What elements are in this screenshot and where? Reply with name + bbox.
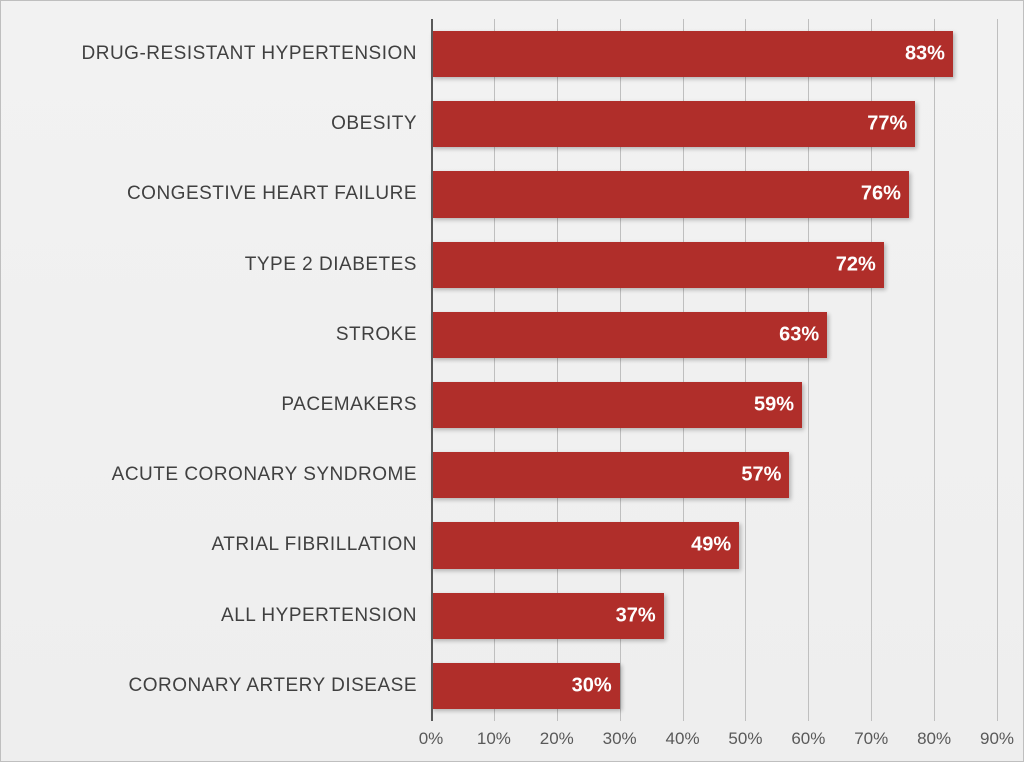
- x-tick-label: 20%: [540, 729, 574, 749]
- bar-row: ACUTE CORONARY SYNDROME57%: [431, 440, 997, 510]
- bar: 83%: [431, 31, 953, 77]
- bar: 59%: [431, 382, 802, 428]
- value-label: 77%: [867, 113, 907, 136]
- x-tick-label: 80%: [917, 729, 951, 749]
- plot-area: 0%10%20%30%40%50%60%70%80%90%DRUG-RESIST…: [431, 19, 997, 721]
- bar-row: ATRIAL FIBRILLATION49%: [431, 510, 997, 580]
- category-label: ACUTE CORONARY SYNDROME: [112, 464, 431, 486]
- category-label: DRUG-RESISTANT HYPERTENSION: [82, 43, 432, 65]
- bar: 63%: [431, 312, 827, 358]
- grid-line: [997, 19, 998, 721]
- value-label: 76%: [861, 183, 901, 206]
- x-tick-label: 70%: [854, 729, 888, 749]
- value-label: 63%: [779, 323, 819, 346]
- y-axis-line: [431, 19, 433, 721]
- bar: 76%: [431, 171, 909, 217]
- category-label: ALL HYPERTENSION: [221, 605, 431, 627]
- bar-row: ALL HYPERTENSION37%: [431, 581, 997, 651]
- chart-frame: 0% 10% 20% 30% 40% 50% 60% 70% 80% 90% DRUG-RESIST…: [0, 0, 1024, 762]
- x-tick-label: 30%: [603, 729, 637, 749]
- value-label: 37%: [616, 604, 656, 627]
- value-label: 72%: [836, 253, 876, 276]
- value-label: 30%: [572, 674, 612, 697]
- bar: 77%: [431, 101, 915, 147]
- category-label: OBESITY: [331, 113, 431, 135]
- x-tick-label: 0%: [419, 729, 444, 749]
- bar: 37%: [431, 593, 664, 639]
- bar: 72%: [431, 242, 884, 288]
- bar-row: TYPE 2 DIABETES72%: [431, 230, 997, 300]
- category-label: CONGESTIVE HEART FAILURE: [127, 183, 431, 205]
- bar-row: PACEMAKERS59%: [431, 370, 997, 440]
- x-tick-label: 50%: [728, 729, 762, 749]
- bar-row: CORONARY ARTERY DISEASE30%: [431, 651, 997, 721]
- bar: 49%: [431, 522, 739, 568]
- bar: 57%: [431, 452, 789, 498]
- bar-row: STROKE63%: [431, 300, 997, 370]
- bar-row: OBESITY77%: [431, 89, 997, 159]
- x-tick-label: 10%: [477, 729, 511, 749]
- x-tick-label: 90%: [980, 729, 1014, 749]
- x-tick-label: 60%: [791, 729, 825, 749]
- value-label: 83%: [905, 43, 945, 66]
- value-label: 59%: [754, 394, 794, 417]
- category-label: ATRIAL FIBRILLATION: [211, 534, 431, 556]
- category-label: PACEMAKERS: [281, 394, 431, 416]
- bar-chart: 0% 10% 20% 30% 40% 50% 60% 70% 80% 90% DRUG-RESIST…: [1, 1, 1024, 763]
- category-label: TYPE 2 DIABETES: [245, 254, 431, 276]
- bar: 30%: [431, 663, 620, 709]
- bar-row: CONGESTIVE HEART FAILURE76%: [431, 159, 997, 229]
- value-label: 49%: [691, 534, 731, 557]
- category-label: STROKE: [336, 324, 431, 346]
- bar-row: DRUG-RESISTANT HYPERTENSION83%: [431, 19, 997, 89]
- x-tick-label: 40%: [666, 729, 700, 749]
- value-label: 57%: [741, 464, 781, 487]
- category-label: CORONARY ARTERY DISEASE: [128, 675, 431, 697]
